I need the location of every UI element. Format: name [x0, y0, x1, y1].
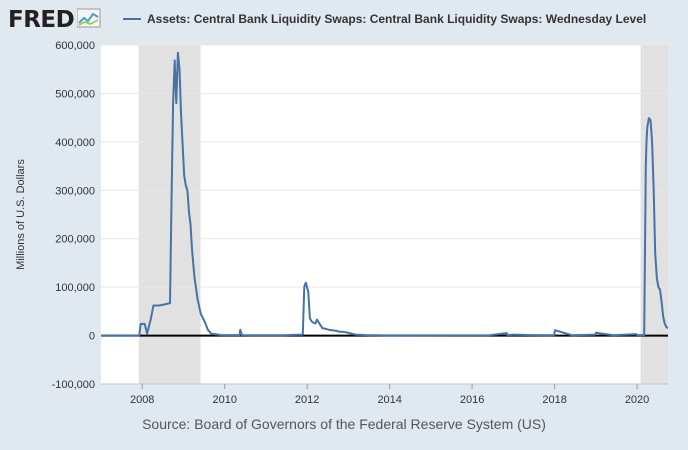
x-tick-label: 2014 — [377, 394, 401, 406]
legend-swatch — [123, 18, 141, 20]
y-tick-label: 300,000 — [55, 185, 95, 197]
chart-trend-icon — [76, 8, 101, 33]
logo-text: FRED — [8, 7, 75, 33]
legend-series-name: Assets: Central Bank Liquidity Swaps: Ce… — [147, 12, 647, 26]
x-tick-label: 2012 — [295, 394, 319, 406]
x-tick-label: 2020 — [625, 394, 649, 406]
source-note: Source: Board of Governors of the Federa… — [142, 416, 546, 432]
series-line — [101, 51, 669, 337]
y-tick-label: 200,000 — [55, 234, 95, 246]
y-tick-label: -100,000 — [52, 379, 95, 391]
legend: Assets: Central Bank Liquidity Swaps: Ce… — [123, 12, 646, 26]
x-tick-label: 2016 — [460, 394, 484, 406]
y-tick-label: 0 — [89, 331, 95, 343]
x-tick-label: 2010 — [212, 394, 236, 406]
x-tick-label: 2008 — [130, 394, 154, 406]
fred-logo[interactable]: FRED — [8, 6, 101, 34]
x-tick-label: 2018 — [542, 394, 566, 406]
y-axis-label: Millions of U.S. Dollars — [15, 159, 27, 270]
header: FRED Assets: Central Bank Liquidity Swap… — [8, 6, 680, 34]
chart: -100,000 0 100,000 200,000 300,000 400,000 500… — [15, 40, 669, 406]
y-tick-label: 100,000 — [55, 282, 95, 294]
y-tick-label: 500,000 — [55, 88, 95, 100]
y-tick-label: 400,000 — [55, 137, 95, 149]
y-tick-label: 600,000 — [55, 40, 95, 52]
